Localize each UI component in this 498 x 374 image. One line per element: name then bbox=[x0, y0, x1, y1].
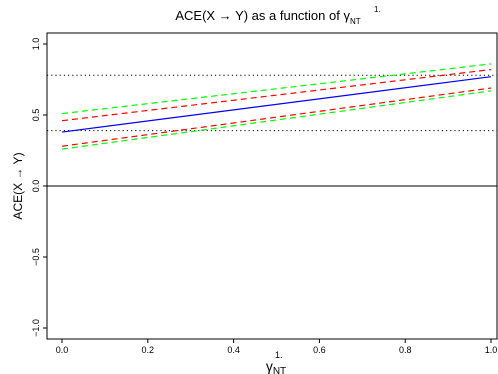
y-axis-label: ACE(X → Y) bbox=[11, 152, 25, 219]
chart-title-subscript: NT bbox=[350, 17, 361, 26]
series-line-4 bbox=[61, 90, 492, 150]
x-tick-label: 1.0 bbox=[485, 345, 498, 355]
y-tick-label: −0.5 bbox=[31, 248, 41, 266]
x-axis-label-main: γ bbox=[266, 358, 273, 374]
x-axis-label: γNT bbox=[266, 358, 286, 374]
x-tick-label: 0.6 bbox=[313, 345, 326, 355]
series-line-1 bbox=[61, 68, 492, 122]
x-tick-label: 0.8 bbox=[399, 345, 412, 355]
chart-title: ACE(X → Y) as a function of γNT bbox=[175, 8, 360, 26]
y-tick-label: 0.0 bbox=[31, 180, 41, 193]
reference-lines bbox=[47, 74, 497, 187]
series-line-2 bbox=[61, 87, 492, 147]
x-axis-ticks: 0.0 0.2 0.4 0.6 0.8 1.0 bbox=[56, 339, 498, 355]
x-tick-label: 0.4 bbox=[227, 345, 240, 355]
y-axis-ticks: −1.0 −0.5 0.0 0.5 1.0 bbox=[31, 38, 47, 337]
x-axis-label-superscript: 1. bbox=[275, 350, 283, 360]
series-line-0 bbox=[61, 76, 492, 133]
y-tick-label: −1.0 bbox=[31, 319, 41, 337]
x-tick-label: 0.2 bbox=[142, 345, 155, 355]
x-axis-label-subscript: NT bbox=[273, 366, 286, 374]
y-tick-label: 0.5 bbox=[31, 109, 41, 122]
series-lines bbox=[61, 63, 492, 150]
chart-title-superscript: 1. bbox=[374, 5, 381, 14]
chart-title-main: ACE(X → Y) as a function of γ bbox=[175, 8, 350, 23]
y-tick-label: 1.0 bbox=[31, 38, 41, 51]
series-line-3 bbox=[61, 63, 492, 115]
x-tick-label: 0.0 bbox=[56, 345, 69, 355]
